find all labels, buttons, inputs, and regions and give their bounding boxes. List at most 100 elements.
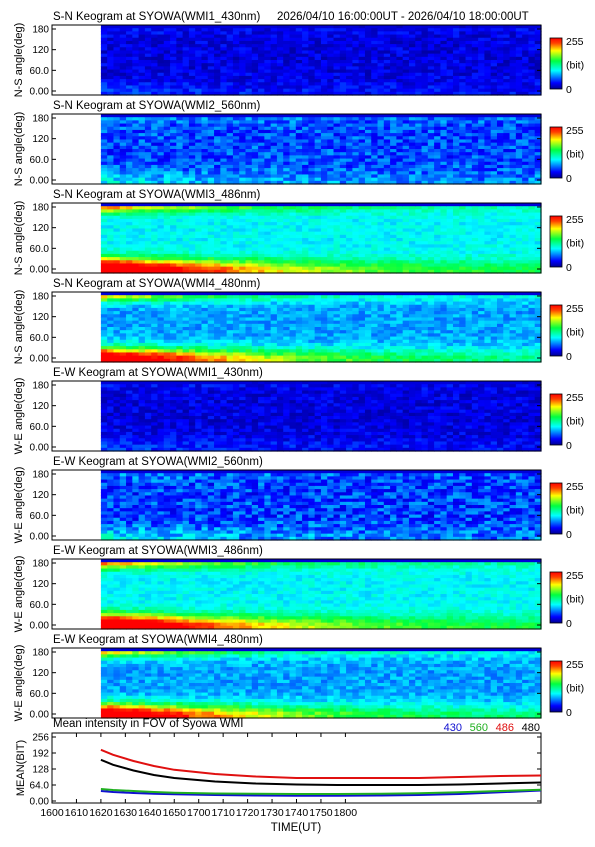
x-tick-label: 1700 xyxy=(187,807,211,819)
colorbar-min: 0 xyxy=(566,173,572,185)
keogram-ytick-label: 180 xyxy=(32,470,49,481)
no-data-region xyxy=(52,470,101,540)
keogram-ytick-label: 180 xyxy=(32,381,49,392)
x-tick-label: 1600 xyxy=(40,807,64,819)
keogram-ytick-label: 180 xyxy=(32,292,49,303)
legend-entry-560: 560 xyxy=(470,722,488,734)
colorbar-min: 0 xyxy=(566,351,572,363)
keogram-ytick-label: 60.0 xyxy=(30,422,50,433)
keogram-ytick-label: 60.0 xyxy=(30,155,50,166)
keogram-ytick-label: 120 xyxy=(32,134,49,145)
keogram-ytick-label: 0.00 xyxy=(30,176,50,187)
keogram-ytick-label: 180 xyxy=(32,203,49,214)
no-data-region xyxy=(52,559,101,629)
keogram-ylabel: N-S angle(deg) xyxy=(13,112,25,187)
colorbar-max: 255 xyxy=(566,570,584,582)
keogram-ytick-label: 60.0 xyxy=(30,244,50,255)
x-tick-label: 1650 xyxy=(163,807,187,819)
colorbar xyxy=(550,661,562,712)
keogram-ytick-label: 0.00 xyxy=(30,354,50,365)
keogram-panel: S-N Keogram at SYOWA(WMI4_480nm) 180 120 60… xyxy=(13,278,584,365)
colorbar-max: 255 xyxy=(566,392,584,404)
keogram-ytick-label: 180 xyxy=(32,114,49,125)
keogram-title: S-N Keogram at SYOWA(WMI3_486nm) xyxy=(53,189,260,201)
colorbar-min: 0 xyxy=(566,529,572,541)
colorbar-unit: (bit) xyxy=(566,60,584,72)
keogram-panel: E-W Keogram at SYOWA(WMI3_486nm)18012060… xyxy=(13,545,584,632)
keogram-ytick-label: 120 xyxy=(32,312,49,323)
keogram-ytick-label: 120 xyxy=(32,668,49,679)
colorbar xyxy=(550,38,562,89)
keogram-ytick-label: 120 xyxy=(32,579,49,590)
keogram-ylabel: N-S angle(deg) xyxy=(13,290,25,365)
colorbar-unit: (bit) xyxy=(566,327,584,339)
x-tick-label: 1630 xyxy=(114,807,138,819)
keogram-title: E-W Keogram at SYOWA(WMI1_430nm) xyxy=(53,367,263,379)
y-tick-label: 64.0 xyxy=(30,781,50,792)
colorbar-max: 255 xyxy=(566,303,584,315)
keogram-title: S-N Keogram at SYOWA(WMI2_560nm) xyxy=(53,100,260,112)
keogram-panel: S-N Keogram at SYOWA(WMI2_560nm) 180 120 60… xyxy=(13,100,584,187)
colorbar xyxy=(550,305,562,356)
keogram-panel: E-W Keogram at SYOWA(WMI2_560nm)18012060… xyxy=(13,456,584,543)
keogram-title: S-N Keogram at SYOWA(WMI4_480nm) xyxy=(53,278,260,290)
colorbar-unit: (bit) xyxy=(566,683,584,695)
keogram-panel: E-W Keogram at SYOWA(WMI4_480nm) 180 120 60… xyxy=(13,634,584,721)
no-data-region xyxy=(52,292,101,362)
y-tick-label: 0.00 xyxy=(30,797,50,808)
keogram-title: E-W Keogram at SYOWA(WMI2_560nm) xyxy=(53,456,263,468)
keogram-panel: E-W Keogram at SYOWA(WMI1_430nm) 180 120 60… xyxy=(13,367,584,454)
keogram-ylabel: N-S angle(deg) xyxy=(13,201,25,276)
x-tick-label: 1710 xyxy=(211,807,235,819)
keogram-ytick-label: 120 xyxy=(32,490,49,501)
keogram-image xyxy=(101,25,542,96)
keogram-image xyxy=(101,292,542,363)
keogram-ytick-label: 60.0 xyxy=(30,600,50,611)
colorbar-unit: (bit) xyxy=(566,594,584,606)
no-data-region xyxy=(52,25,101,95)
date-range: 2026/04/10 16:00:00UT - 2026/04/10 18:00… xyxy=(277,11,529,23)
colorbar-max: 255 xyxy=(566,125,584,137)
x-tick-label: 1730 xyxy=(260,807,284,819)
colorbar-unit: (bit) xyxy=(566,238,584,250)
colorbar xyxy=(550,572,562,623)
colorbar-min: 0 xyxy=(566,84,572,96)
x-tick-label: 1740 xyxy=(285,807,309,819)
keogram-title: E-W Keogram at SYOWA(WMI3_486nm) xyxy=(53,545,263,557)
keogram-panel: S-N Keogram at SYOWA(WMI1_430nm)18012060… xyxy=(13,11,584,98)
mean-intensity-plot: Mean intensity in FOV of Syowa WMI 48048… xyxy=(15,718,541,834)
colorbar xyxy=(550,483,562,534)
legend-entry-486: 486 xyxy=(496,722,514,734)
x-tick-label: 1640 xyxy=(138,807,162,819)
colorbar-unit: (bit) xyxy=(566,149,584,161)
keogram-title: E-W Keogram at SYOWA(WMI4_480nm) xyxy=(53,634,263,646)
colorbar-min: 0 xyxy=(566,262,572,274)
x-tick-label: 1750 xyxy=(309,807,333,819)
lineplot-title: Mean intensity in FOV of Syowa WMI xyxy=(53,718,243,730)
keogram-ytick-label: 0.00 xyxy=(30,532,50,543)
y-tick-label: 128 xyxy=(32,765,49,776)
keogram-ytick-label: 60.0 xyxy=(30,333,50,344)
y-tick-label: 192 xyxy=(32,749,49,760)
colorbar-max: 255 xyxy=(566,214,584,226)
keogram-ytick-label: 60.0 xyxy=(30,66,50,77)
colorbar-min: 0 xyxy=(566,618,572,630)
keogram-image xyxy=(101,559,542,630)
keogram-ylabel: W-E angle(deg) xyxy=(13,645,25,722)
keogram-ytick-label: 120 xyxy=(32,401,49,412)
colorbar xyxy=(550,394,562,445)
colorbar-max: 255 xyxy=(566,659,584,671)
y-axis-label: MEAN(BIT) xyxy=(15,740,27,796)
keogram-ytick-label: 180 xyxy=(32,648,49,659)
keogram-ytick-label: 120 xyxy=(32,45,49,56)
colorbar-unit: (bit) xyxy=(566,505,584,517)
keogram-ylabel: N-S angle(deg) xyxy=(13,23,25,98)
keogram-ytick-label: 0.00 xyxy=(30,710,50,721)
keogram-image xyxy=(101,114,542,185)
no-data-region xyxy=(52,114,101,184)
keogram-panel: S-N Keogram at SYOWA(WMI3_486nm)18012060… xyxy=(13,189,584,276)
keogram-ytick-label: 60.0 xyxy=(30,689,50,700)
